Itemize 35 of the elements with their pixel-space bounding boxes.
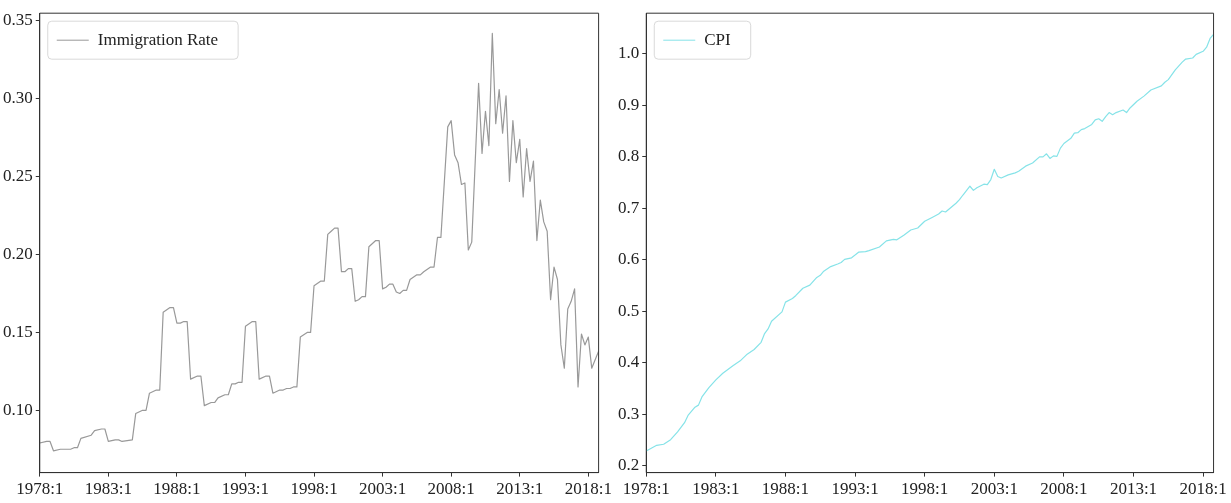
y-tick-label: 0.15 [3,321,33,341]
x-tick-label: 1988:1 [153,479,201,499]
y-tick-label: 0.3 [618,403,640,423]
x-tick-label: 2018:1 [1179,479,1227,499]
x-tick-label: 2008:1 [1040,479,1088,499]
y-tick-label: 0.10 [3,399,33,419]
x-tick-label: 1998:1 [290,479,338,499]
legend-label: CPI [704,29,732,49]
y-tick-label: 0.9 [618,94,640,114]
x-tick-label: 2018:1 [564,479,612,499]
y-tick-label: 0.35 [3,10,33,30]
x-tick-label: 1998:1 [901,479,949,499]
y-tick-label: 0.2 [618,455,640,475]
y-tick-label: 0.25 [3,166,33,186]
y-tick-label: 1.0 [618,43,640,63]
y-tick-label: 0.7 [618,197,640,217]
y-tick-label: 0.4 [618,352,640,372]
y-tick-label: 0.30 [3,88,33,108]
y-tick-label: 0.8 [618,146,640,166]
x-tick-label: 2013:1 [496,479,544,499]
x-tick-label: 1978:1 [622,479,670,499]
y-tick-label: 0.6 [618,249,640,269]
x-tick-label: 1978:1 [16,479,64,499]
x-tick-label: 2003:1 [358,479,407,499]
x-tick-label: 2008:1 [427,479,475,499]
x-tick-label: 2003:1 [970,479,1018,499]
y-tick-label: 0.5 [618,300,640,320]
y-tick-label: 0.20 [3,244,33,264]
legend-label: Immigration Rate [97,29,219,49]
x-tick-label: 1993:1 [831,479,879,499]
x-tick-label: 1993:1 [221,479,270,499]
x-tick-label: 1983:1 [692,479,740,499]
x-tick-label: 1983:1 [84,479,132,499]
x-tick-label: 2013:1 [1109,479,1158,499]
x-tick-label: 1988:1 [761,479,810,499]
